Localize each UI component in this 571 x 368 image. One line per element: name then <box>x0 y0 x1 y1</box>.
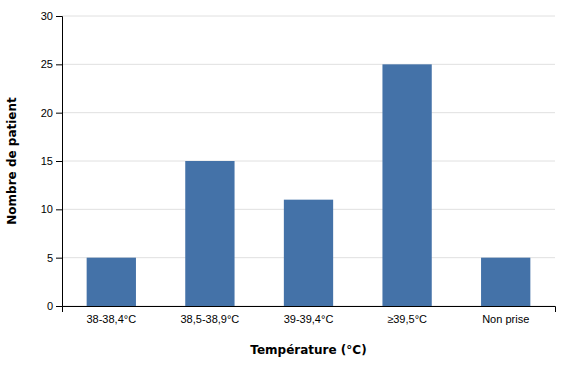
bar <box>382 64 431 306</box>
y-tick-mark <box>56 113 62 114</box>
x-tick-label: 39-39,4°C <box>284 313 334 325</box>
x-tick: ≥39,5°C <box>387 313 427 325</box>
grid <box>62 16 555 306</box>
x-tick: 38-38,4°C <box>86 313 136 325</box>
y-tick: 10 <box>41 203 62 215</box>
bar <box>284 200 333 306</box>
y-tick: 20 <box>41 107 62 119</box>
x-tick-label: Non prise <box>482 313 529 325</box>
y-tick-label: 5 <box>47 252 53 264</box>
y-axis-title: Nombre de patient <box>5 97 19 225</box>
x-tick: Non prise <box>482 313 529 325</box>
x-axis-title: Température (°C) <box>250 343 366 357</box>
grid-line <box>62 16 555 17</box>
y-tick-mark <box>56 16 62 17</box>
y-tick-mark <box>56 64 62 65</box>
x-tick-label: 38-38,4°C <box>86 313 136 325</box>
y-tick-mark <box>56 209 62 210</box>
x-axis: 38-38,4°C 38,5-38,9°C 39-39,4°C ≥39,5°C Non … <box>63 307 556 325</box>
chart: 0 5 10 15 20 25 30 38-38,4°C 38,5-38,9°C 39-39,4°… <box>0 0 571 368</box>
y-tick-label: 10 <box>41 203 53 215</box>
y-tick-label: 15 <box>41 155 53 167</box>
bar <box>185 161 234 306</box>
y-tick-label: 30 <box>41 10 53 22</box>
y-tick-label: 0 <box>47 300 53 312</box>
y-tick: 5 <box>47 252 62 264</box>
bar <box>481 258 530 306</box>
grid-line <box>62 64 555 65</box>
grid-line <box>62 112 555 113</box>
y-tick-mark <box>56 258 62 259</box>
y-tick: 0 <box>47 300 62 312</box>
bars <box>87 64 531 306</box>
bar <box>87 258 136 306</box>
y-tick-mark <box>56 161 62 162</box>
y-tick: 15 <box>41 155 62 167</box>
x-axis-line <box>63 307 556 313</box>
y-tick-label: 25 <box>41 58 53 70</box>
plot-area: 0 5 10 15 20 25 30 38-38,4°C 38,5-38,9°C 39-39,4°… <box>41 10 556 325</box>
y-tick-mark <box>56 306 62 307</box>
x-tick: 38,5-38,9°C <box>180 313 239 325</box>
y-tick: 25 <box>41 58 62 70</box>
x-tick-label: ≥39,5°C <box>387 313 427 325</box>
y-axis: 0 5 10 15 20 25 30 <box>41 10 63 312</box>
y-tick: 30 <box>41 10 62 22</box>
y-axis-line <box>56 17 63 307</box>
grid-line <box>62 161 555 162</box>
y-tick-label: 20 <box>41 107 53 119</box>
x-tick-label: 38,5-38,9°C <box>180 313 239 325</box>
x-tick: 39-39,4°C <box>284 313 334 325</box>
